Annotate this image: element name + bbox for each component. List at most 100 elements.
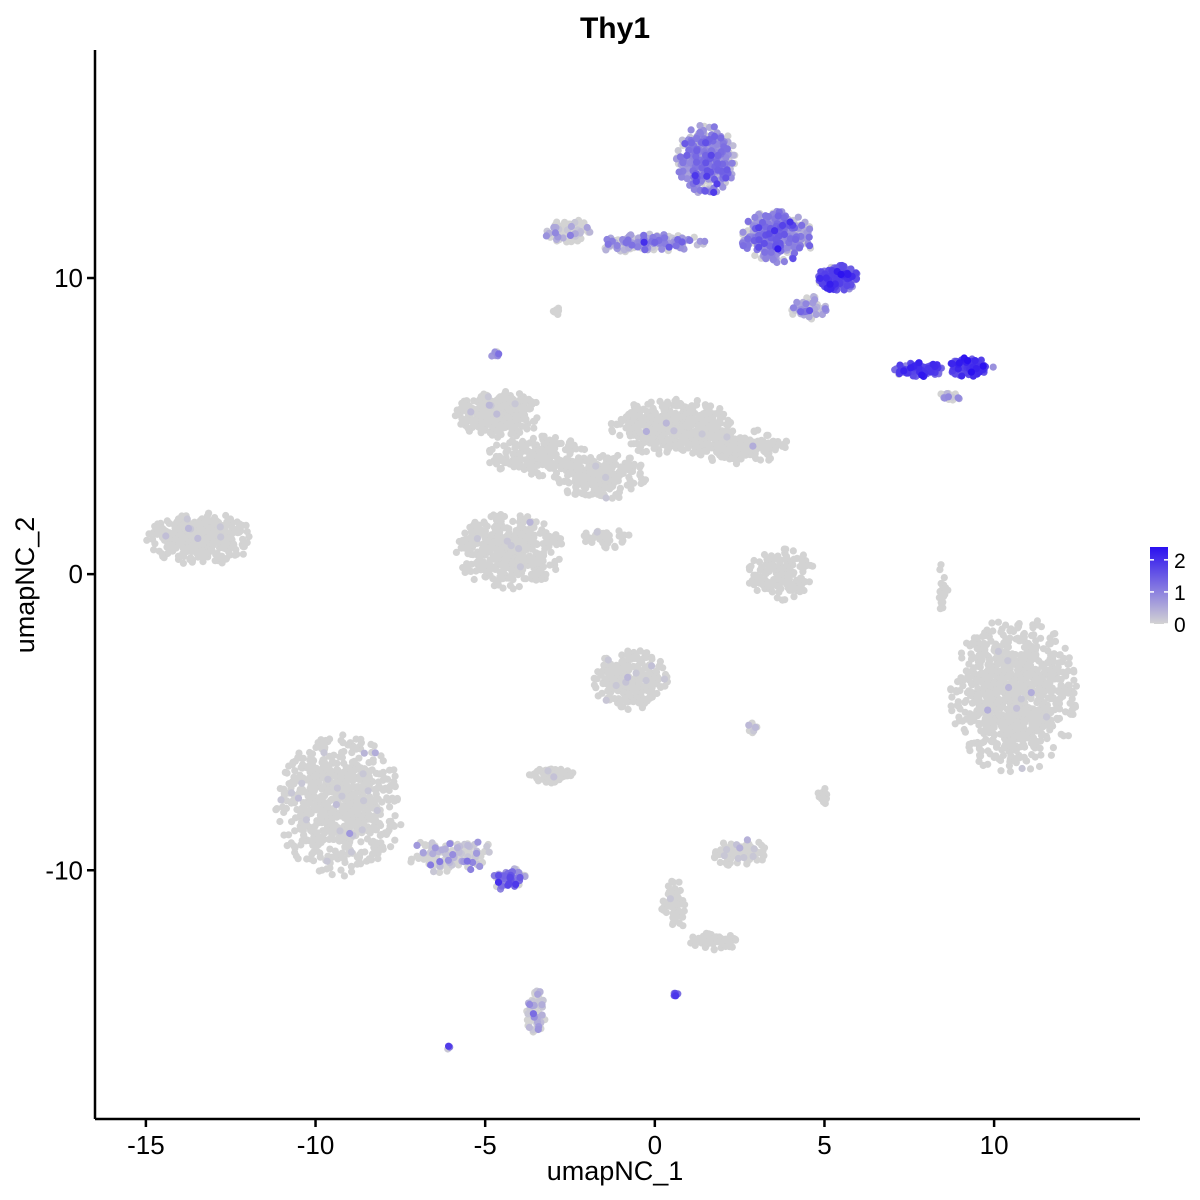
data-point (199, 535, 207, 543)
data-point (1026, 765, 1035, 773)
data-point (522, 405, 531, 413)
data-point (572, 462, 580, 470)
data-point (344, 741, 352, 749)
data-point (342, 763, 350, 772)
data-point (625, 462, 633, 470)
data-point (1001, 665, 1009, 673)
data-point (980, 720, 988, 728)
data-point (733, 445, 742, 453)
data-point (938, 590, 946, 598)
data-point (525, 771, 534, 779)
data-point (524, 561, 532, 570)
data-point (476, 555, 484, 563)
data-point (391, 812, 399, 820)
data-point (650, 444, 658, 452)
data-point (965, 740, 973, 748)
data-point (996, 679, 1004, 687)
data-point (222, 511, 230, 520)
data-point (596, 453, 604, 462)
data-point (152, 524, 160, 532)
data-point (608, 494, 616, 502)
data-point (553, 541, 561, 549)
data-point (491, 565, 499, 574)
data-point (315, 766, 323, 774)
data-point (1015, 664, 1023, 673)
data-point (776, 558, 784, 566)
data-point (231, 551, 239, 559)
data-point (784, 584, 792, 592)
data-point (374, 855, 382, 863)
data-point (684, 440, 692, 448)
data-point (316, 805, 324, 813)
data-point (536, 567, 544, 575)
data-point (315, 867, 323, 875)
data-point (528, 400, 536, 408)
data-point (145, 530, 153, 538)
data-point (386, 803, 394, 811)
data-point (177, 535, 185, 543)
data-point (655, 450, 663, 458)
data-point (675, 907, 683, 916)
data-point (939, 604, 947, 612)
data-point (624, 647, 632, 655)
data-point (329, 808, 337, 816)
data-point (391, 836, 399, 844)
data-point (564, 489, 572, 497)
data-point (948, 693, 956, 701)
data-point (771, 446, 779, 454)
data-point (1055, 688, 1063, 696)
data-point (768, 561, 776, 569)
data-point (488, 431, 496, 439)
data-point (482, 561, 490, 569)
data-point (1039, 723, 1047, 731)
data-point (1023, 649, 1031, 657)
data-point (338, 753, 346, 762)
data-point (1041, 704, 1050, 712)
data-point (486, 459, 494, 467)
data-point (571, 490, 579, 498)
data-point (754, 577, 762, 585)
data-point (337, 736, 345, 745)
data-point (723, 861, 731, 869)
data-point (751, 251, 759, 260)
data-point (556, 479, 564, 487)
data-point (997, 628, 1005, 636)
data-point (750, 427, 758, 435)
data-point (1057, 681, 1065, 689)
data-point (533, 469, 542, 477)
data-point (1034, 696, 1042, 705)
data-point (705, 423, 713, 431)
data-point (636, 471, 644, 479)
data-point (766, 454, 775, 462)
data-point (536, 529, 544, 537)
data-point (960, 725, 968, 734)
data-point (624, 665, 632, 673)
data-point (656, 657, 665, 666)
data-point (390, 766, 398, 774)
data-point (325, 818, 333, 826)
data-point (691, 440, 699, 448)
data-point (1064, 687, 1072, 695)
data-point (512, 442, 520, 450)
data-point (1049, 670, 1057, 678)
data-point (466, 417, 474, 425)
data-point (568, 441, 576, 449)
data-point (386, 822, 394, 830)
data-point (966, 747, 974, 755)
data-point (991, 739, 999, 747)
data-point (309, 857, 318, 865)
data-point (324, 788, 332, 796)
data-point (716, 858, 724, 867)
data-point (1017, 675, 1025, 683)
data-point (699, 932, 708, 940)
data-point (461, 544, 469, 552)
data-point (565, 479, 573, 487)
data-point (467, 535, 475, 543)
data-point (309, 848, 318, 856)
data-point (984, 760, 992, 768)
data-point (529, 417, 538, 425)
data-point (737, 455, 745, 463)
data-point (984, 666, 992, 674)
data-point (741, 434, 749, 442)
data-point (635, 677, 644, 685)
